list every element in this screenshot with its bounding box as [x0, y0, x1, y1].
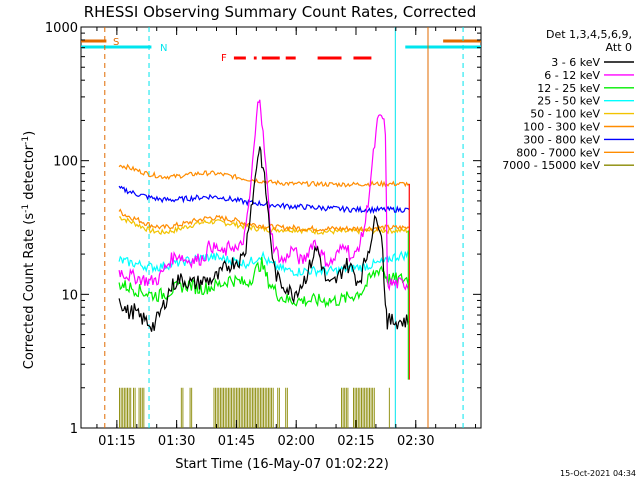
x-tick-label: 02:15 — [337, 434, 374, 449]
legend-header-line1: Det 1,3,4,5,6,9, — [546, 28, 632, 41]
trace-50-100kev — [119, 216, 410, 236]
x-tick-label: 01:30 — [158, 434, 195, 449]
flag-bars: S N F — [81, 37, 481, 64]
footer-date: 15-Oct-2021 04:34 — [560, 469, 636, 478]
y-tick-label: 10 — [61, 288, 78, 303]
plot-frame — [80, 26, 482, 429]
x-tick-label: 02:30 — [397, 434, 434, 449]
series-7000-15000-kev — [119, 387, 390, 428]
legend-label: 6 - 12 keV — [544, 69, 600, 82]
flag-f-label: F — [221, 53, 227, 64]
legend-label: 800 - 7000 keV — [516, 146, 600, 159]
x-tick-label: 01:15 — [98, 434, 135, 449]
plot-border — [80, 26, 482, 429]
trace-25-50kev — [118, 250, 410, 278]
chart-title: RHESSI Observing Summary Count Rates, Co… — [84, 3, 477, 21]
trace-300-800kev — [118, 185, 410, 215]
flag-s-label: S — [113, 37, 119, 48]
y-axis-label: Corrected Count Rate (s-1 detector-1) — [21, 131, 37, 369]
legend-label: 50 - 100 keV — [530, 108, 600, 121]
trace-6-12kev — [118, 99, 410, 292]
legend-label: 7000 - 15000 keV — [502, 159, 600, 172]
axis-ticks: 1 10 100 1000 01:15 01:30 01:45 02:00 02:15 02:30 — [45, 21, 481, 449]
x-tick-label: 02:00 — [277, 434, 314, 449]
trace-100-300kev — [118, 208, 410, 233]
count-rate-traces — [118, 99, 410, 380]
flag-n-label: N — [160, 43, 167, 54]
legend-label: 25 - 50 keV — [537, 95, 600, 108]
x-axis-label: Start Time (16-May-07 01:02:22) — [175, 457, 389, 472]
legend-label: 3 - 6 keV — [551, 56, 600, 69]
legend-label: 300 - 800 keV — [523, 133, 600, 146]
y-tick-label: 100 — [53, 155, 78, 170]
legend-header-line2: Att 0 — [606, 41, 632, 54]
x-tick-label: 01:45 — [218, 434, 255, 449]
y-tick-label: 1000 — [45, 21, 78, 36]
trace-3-6kev — [118, 146, 410, 332]
y-tick-label: 1 — [70, 422, 78, 437]
trace-800-7000kev — [118, 163, 410, 188]
legend-label: 12 - 25 keV — [537, 82, 600, 95]
legend-label: 100 - 300 keV — [523, 121, 600, 134]
